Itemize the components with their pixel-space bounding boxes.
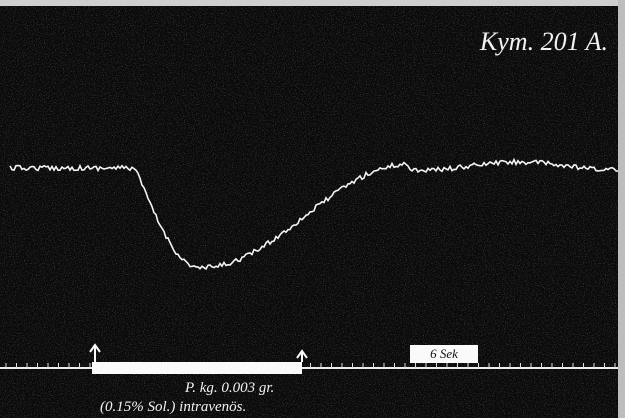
time-label: 6 Sek <box>430 346 458 361</box>
film-grain <box>0 0 625 418</box>
top-edge <box>0 0 625 6</box>
title: Kym. 201 A. <box>479 27 608 56</box>
annotation-line2: (0.15% Sol.) intravenös. <box>100 399 246 415</box>
injection-bar <box>92 362 302 374</box>
annotation-line1: P. kg. 0.003 gr. <box>184 380 274 396</box>
right-edge <box>618 0 625 418</box>
kymograph-photo: 6 Sek Kym. 201 A. P. kg. 0.003 gr. (0.15… <box>0 0 625 418</box>
